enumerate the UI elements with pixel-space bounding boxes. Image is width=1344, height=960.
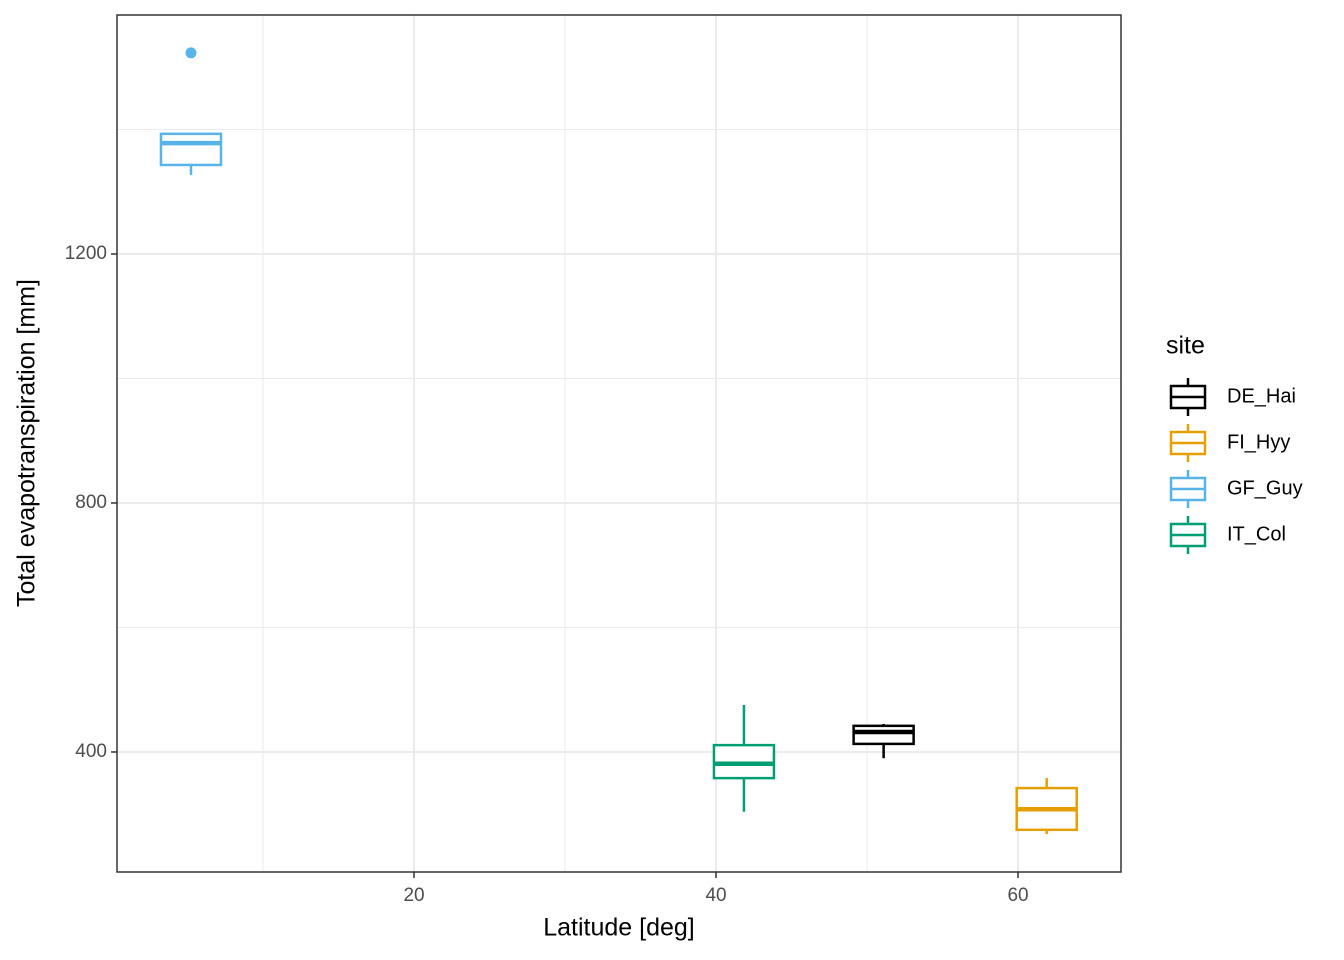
legend-label: IT_Col xyxy=(1227,523,1286,545)
outlier xyxy=(185,47,197,59)
legend-item: GF_Guy xyxy=(1169,470,1303,508)
x-tick-label: 20 xyxy=(403,885,424,906)
box xyxy=(159,132,223,167)
x-tick-label: 40 xyxy=(705,885,726,906)
legend-label: FI_Hyy xyxy=(1227,431,1290,453)
legend-item: IT_Col xyxy=(1169,516,1286,554)
y-axis-title: Total evapotranspiration [mm] xyxy=(13,279,41,607)
legend-item: DE_Hai xyxy=(1169,378,1296,416)
y-tick-label: 400 xyxy=(75,741,107,762)
y-tick-label: 1200 xyxy=(65,243,107,264)
x-axis-title: Latitude [deg] xyxy=(543,914,695,942)
plot-border xyxy=(116,14,1122,873)
legend-title: site xyxy=(1166,332,1205,360)
legend-label: GF_Guy xyxy=(1227,477,1303,499)
y-tick-label: 800 xyxy=(75,492,107,513)
legend-label: DE_Hai xyxy=(1227,385,1296,407)
legend-item: FI_Hyy xyxy=(1169,424,1290,462)
box xyxy=(852,724,915,746)
x-tick-label: 60 xyxy=(1007,885,1028,906)
